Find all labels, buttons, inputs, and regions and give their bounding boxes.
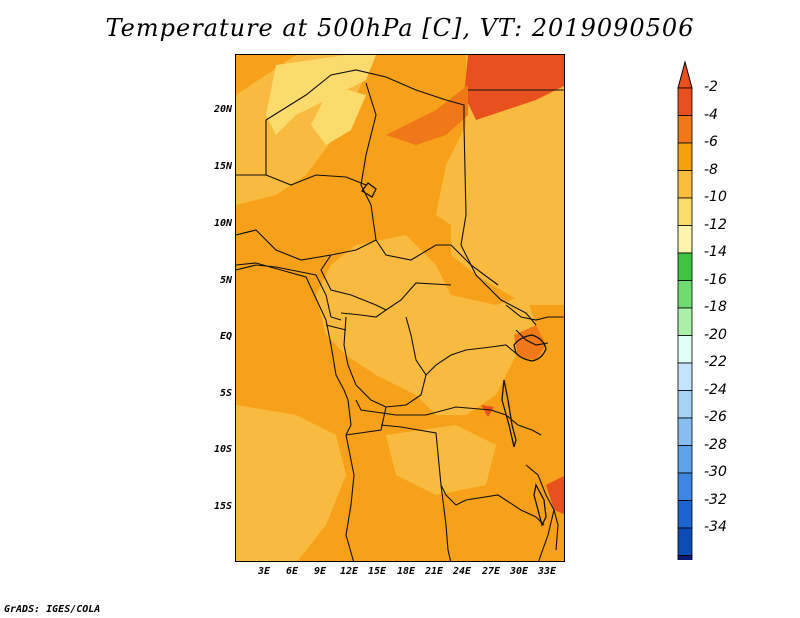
colorbar-swatch [677, 335, 693, 364]
temperature-map [235, 54, 565, 562]
lakes-layer [361, 182, 547, 527]
temp-region-warm-se [546, 476, 564, 515]
temp-region-light-sw [236, 405, 346, 561]
colorbar-swatch [677, 527, 693, 556]
map-title: Temperature at 500hPa [C], VT: 201909050… [105, 14, 695, 42]
temp-region-warm-ne [464, 55, 564, 120]
colorbar-label: -28 [704, 436, 727, 453]
colorbar-label: -22 [704, 354, 727, 370]
colorbar-label: -16 [704, 271, 727, 288]
map-canvas [236, 55, 564, 561]
temp-spot-warm [481, 405, 494, 417]
lon-label: 3E [257, 566, 271, 577]
lat-label: 5S [219, 388, 232, 399]
borders-layer [236, 69, 564, 561]
colorbar-swatch [677, 445, 693, 474]
colorbar [677, 60, 693, 560]
colorbar-cap-top [677, 60, 693, 89]
lat-label: 10N [213, 218, 232, 229]
colorbar-label: -10 [704, 189, 727, 205]
colorbar-swatch [677, 500, 693, 529]
lat-label: 15N [213, 161, 232, 172]
lat-label: 10S [213, 444, 232, 455]
lat-label: 20N [213, 104, 232, 115]
lon-label: 27E [481, 566, 501, 577]
temp-region-light-south [386, 425, 496, 495]
colorbar-swatch [677, 307, 693, 336]
colorbar-label: -6 [704, 134, 718, 150]
lat-label: 15S [213, 501, 232, 512]
lon-label: 18E [396, 566, 416, 577]
lon-label: 15E [367, 566, 387, 577]
colorbar-label: -20 [704, 326, 727, 343]
temp-region-pale-north [311, 85, 366, 145]
colorbar-swatch [677, 87, 693, 116]
colorbar-swatch [677, 170, 693, 199]
lon-label: 33E [537, 566, 557, 577]
colorbar-label: -34 [704, 519, 727, 535]
colorbar-swatch [677, 252, 693, 281]
colorbar-swatch [677, 362, 693, 391]
colorbar-label: -30 [704, 464, 727, 480]
lon-label: 24E [452, 566, 472, 577]
temp-region-light-east [451, 165, 564, 305]
lon-label: 30E [509, 566, 529, 577]
colorbar-swatch [677, 225, 693, 254]
coastline-west [236, 262, 352, 436]
colorbar-swatch [677, 417, 693, 446]
lon-label: 21E [424, 566, 444, 577]
colorbar-swatch [677, 555, 693, 560]
colorbar-swatch [677, 280, 693, 309]
colorbar-swatch [677, 390, 693, 419]
colorbar-swatch [677, 472, 693, 501]
colorbar-label: -12 [704, 216, 727, 233]
temp-region-pale-nw [266, 55, 376, 135]
lon-label: 12E [339, 566, 359, 577]
temp-region-warmish-north [386, 85, 468, 145]
colorbar-label: -26 [704, 409, 727, 425]
colorbar-label: -14 [704, 244, 727, 260]
lon-label: 9E [313, 566, 327, 577]
colorbar-swatch [677, 142, 693, 171]
lon-label: 6E [285, 566, 299, 577]
lat-label: EQ [219, 331, 232, 342]
colorbar-label: -24 [704, 381, 727, 398]
colorbar-label: -4 [704, 106, 718, 123]
colorbar-label: -18 [704, 299, 727, 315]
temp-region-light-central [316, 235, 536, 415]
footer-credit: GrADS: IGES/COLA [4, 604, 101, 615]
colorbar-swatch [677, 197, 693, 226]
lat-label: 5N [219, 275, 232, 286]
colorbar-label: -32 [704, 491, 727, 508]
colorbar-label: -2 [704, 79, 718, 95]
colorbar-swatch [677, 115, 693, 144]
colorbar-label: -8 [704, 161, 718, 178]
